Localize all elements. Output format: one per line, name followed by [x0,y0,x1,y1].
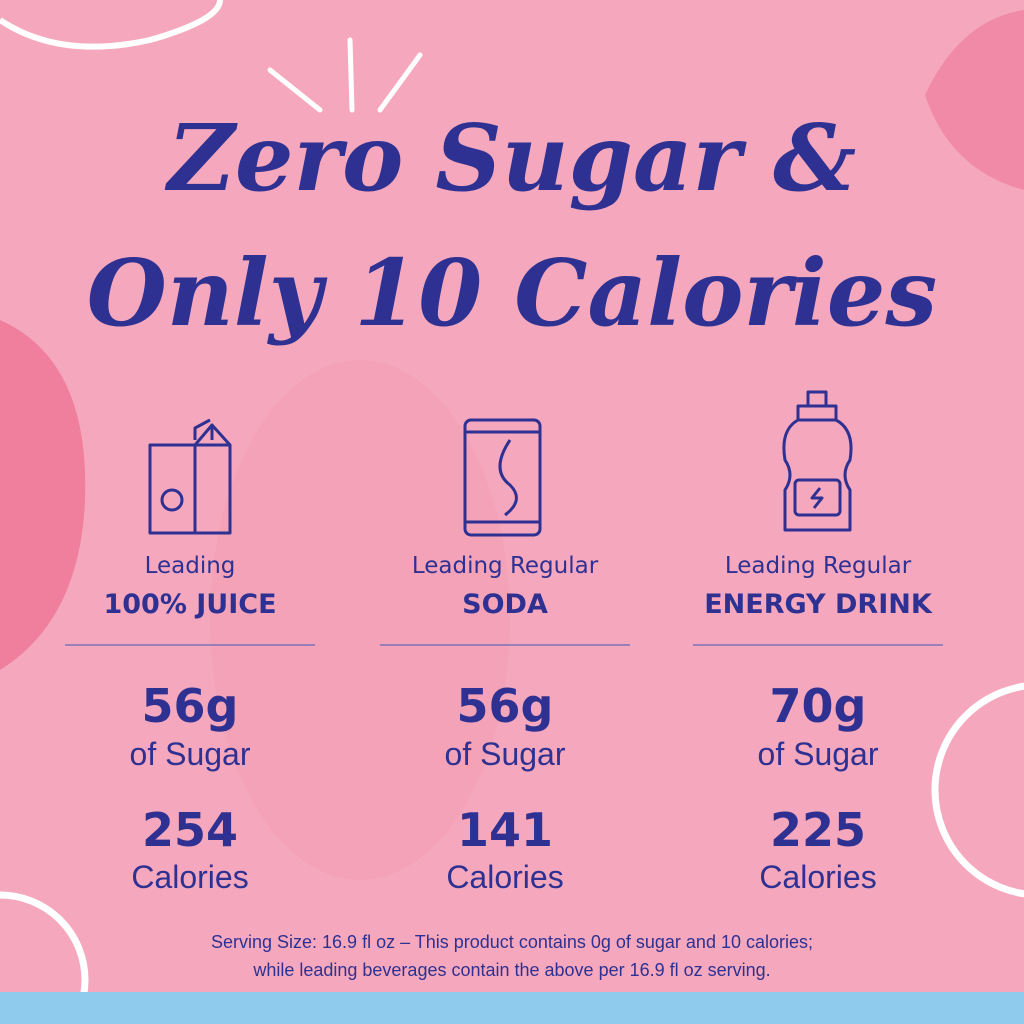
sugar-amount: 56g [457,679,554,733]
sugar-unit: of Sugar [445,736,566,772]
fruit-outline [0,0,223,50]
fruit-outline [0,891,89,1024]
soda-can-icon [463,418,542,537]
sports-bottle-icon [782,390,853,532]
calorie-unit: Calories [446,859,563,895]
column-name: ENERGY DRINK [704,589,933,620]
grapefruit [0,320,86,670]
grapefruit [925,10,1024,190]
footnote: while leading beverages contain the abov… [252,960,770,980]
fruit-outline [931,682,1024,898]
sugar-unit: of Sugar [758,736,879,772]
calorie-amount: 254 [142,803,238,857]
calorie-amount: 225 [770,803,866,857]
title: Zero Sugar & [164,104,856,212]
column-name: 100% JUICE [103,589,276,620]
bottom-bar [0,992,1024,1024]
calorie-amount: 141 [457,803,553,857]
column-label: Leading [145,553,236,579]
title: Only 10 Calories [87,239,937,347]
sugar-amount: 56g [142,679,239,733]
calorie-unit: Calories [759,859,876,895]
splash [267,37,423,113]
column-label: Leading Regular [412,553,599,579]
column-name: SODA [462,589,548,620]
sugar-amount: 70g [770,679,867,733]
column-label: Leading Regular [725,553,912,579]
footnote: Serving Size: 16.9 fl oz – This product … [211,932,813,952]
calorie-unit: Calories [131,859,248,895]
sugar-unit: of Sugar [130,736,251,772]
juice-box-icon [148,418,232,535]
figure-silhouette [210,360,510,880]
